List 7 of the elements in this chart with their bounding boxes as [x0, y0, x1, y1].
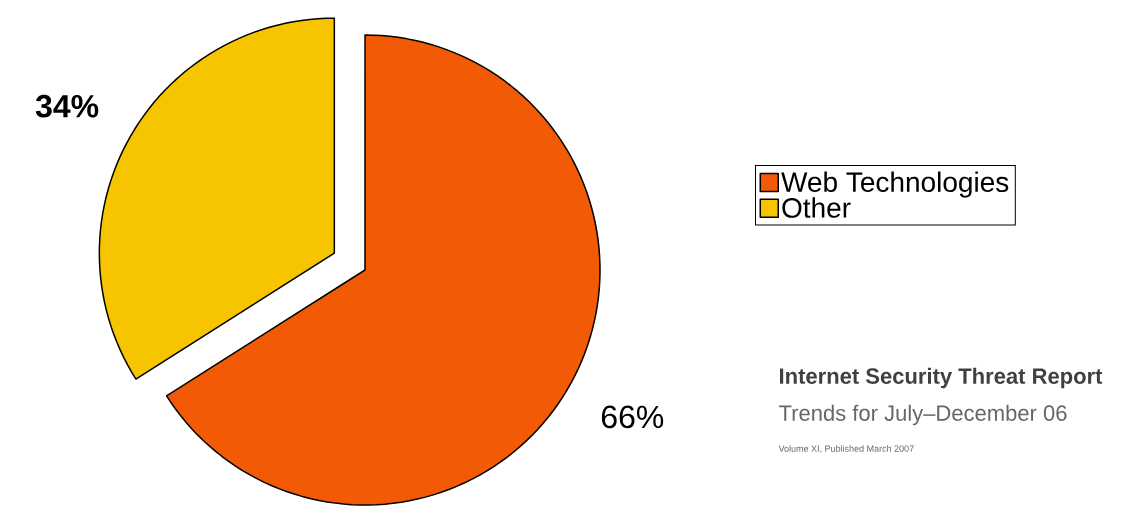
text: Volume XI, Published March 2007	[778, 445, 914, 453]
data-label: 34%	[35, 94, 99, 118]
legend-label: Other	[782, 197, 851, 218]
legend-label: Web Technologies	[781, 171, 1009, 198]
text: Trends for July–December 06	[779, 404, 1067, 426]
text: Internet Security Threat Report	[780, 367, 1103, 389]
data-label: 66%	[601, 405, 664, 429]
